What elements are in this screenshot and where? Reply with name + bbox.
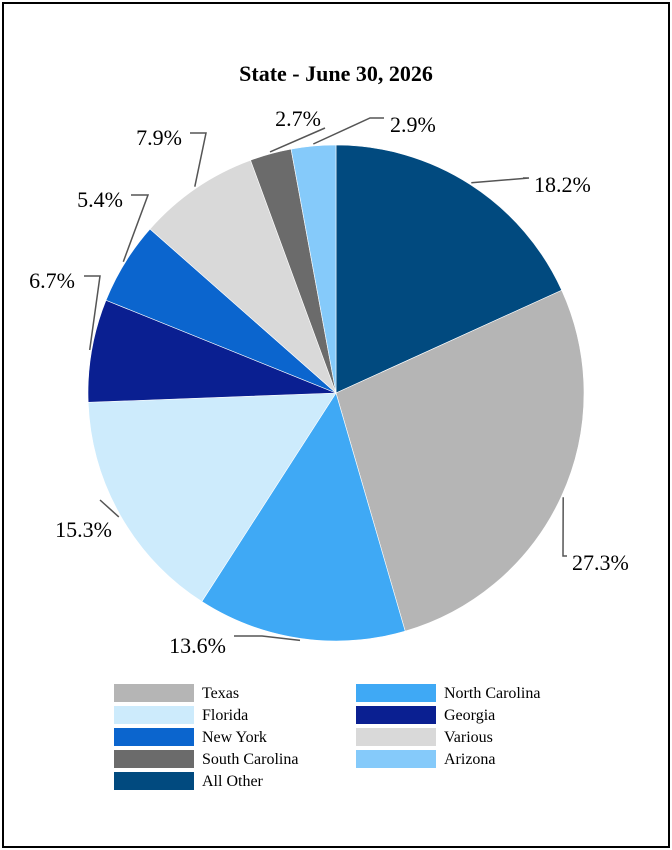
legend-swatch-texas [114,684,194,702]
leader-line-texas [562,497,567,557]
legend-swatch-georgia [356,706,436,724]
legend-swatch-all-other [114,772,194,790]
legend-label-georgia: Georgia [444,707,495,724]
pie-slice-north-carolina [201,392,406,642]
pie-leader-lines [84,117,567,642]
pie-data-labels: 18.2% 27.3% 13.6% 15.3% 6.7% 5.4% 7.9% 2.7% 2.9% [29,106,629,658]
leader-line-arizona [312,117,384,145]
leader-line-north-carolina [234,635,301,642]
legend-label-new-york: New York [202,729,267,746]
data-label-texas: 27.3% [572,550,629,575]
chart-legend: Texas North Carolina Florida Georgia New Yor… [114,684,540,790]
data-label-all-other: 18.2% [534,172,591,197]
legend-swatch-new-york [114,728,194,746]
data-label-north-carolina: 13.6% [169,633,226,658]
leader-line-florida [99,499,120,518]
data-label-various: 7.9% [136,125,182,150]
legend-label-north-carolina: North Carolina [444,685,540,702]
legend-swatch-florida [114,706,194,724]
data-label-florida: 15.3% [55,517,112,542]
legend-label-texas: Texas [202,685,239,702]
legend-swatch-various [356,728,436,746]
legend-swatch-arizona [356,750,436,768]
pie-slice-arizona [290,144,337,394]
pie-slice-all-other [335,144,563,394]
chart-title: State - June 30, 2026 [239,61,433,86]
legend-label-arizona: Arizona [444,751,496,768]
legend-label-all-other: All Other [202,773,264,790]
pie-slice-texas [335,289,585,632]
data-label-new-york: 5.4% [77,187,123,212]
data-label-arizona: 2.9% [390,112,436,137]
leader-line-new-york [122,194,150,262]
data-label-georgia: 6.7% [29,268,75,293]
pie-slices [87,144,585,642]
legend-label-florida: Florida [202,707,248,724]
pie-slice-various [149,159,337,394]
legend-swatch-north-carolina [356,684,436,702]
leader-line-south-carolina [269,127,326,153]
pie-slice-florida [87,392,337,602]
legend-swatch-south-carolina [114,750,194,768]
legend-label-south-carolina: South Carolina [202,751,298,768]
leader-line-various [190,132,207,187]
legend-label-various: Various [444,729,493,746]
leader-line-georgia [84,275,101,351]
leader-line-all-other [471,177,530,184]
data-label-south-carolina: 2.7% [275,106,321,131]
